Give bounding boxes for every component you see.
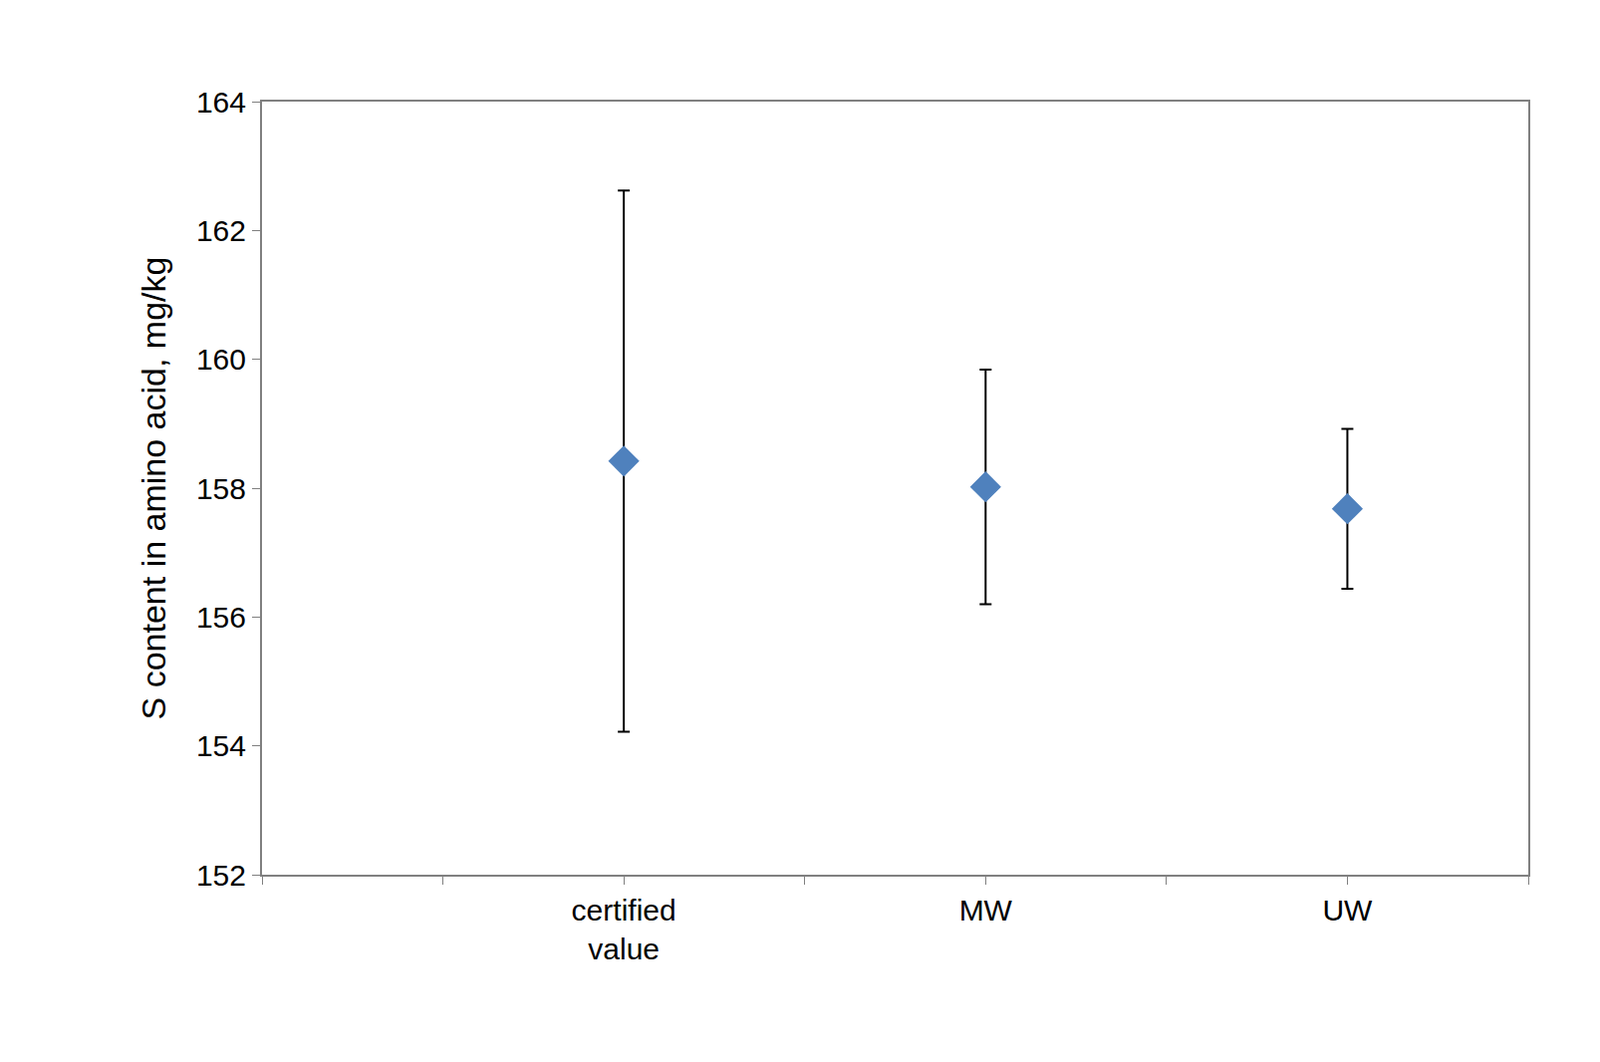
svg-text:162: 162: [196, 214, 247, 248]
svg-text:UW: UW: [1322, 893, 1373, 927]
svg-text:164: 164: [196, 85, 247, 119]
svg-text:156: 156: [196, 600, 247, 634]
svg-text:160: 160: [196, 342, 247, 376]
svg-text:MW: MW: [959, 893, 1014, 927]
svg-text:154: 154: [196, 729, 247, 763]
svg-text:certifiedvalue: certifiedvalue: [571, 893, 677, 966]
svg-text:152: 152: [196, 858, 247, 892]
svg-text:S content in amino acid, mg/kg: S content in amino acid, mg/kg: [134, 257, 173, 721]
svg-text:158: 158: [196, 472, 247, 506]
